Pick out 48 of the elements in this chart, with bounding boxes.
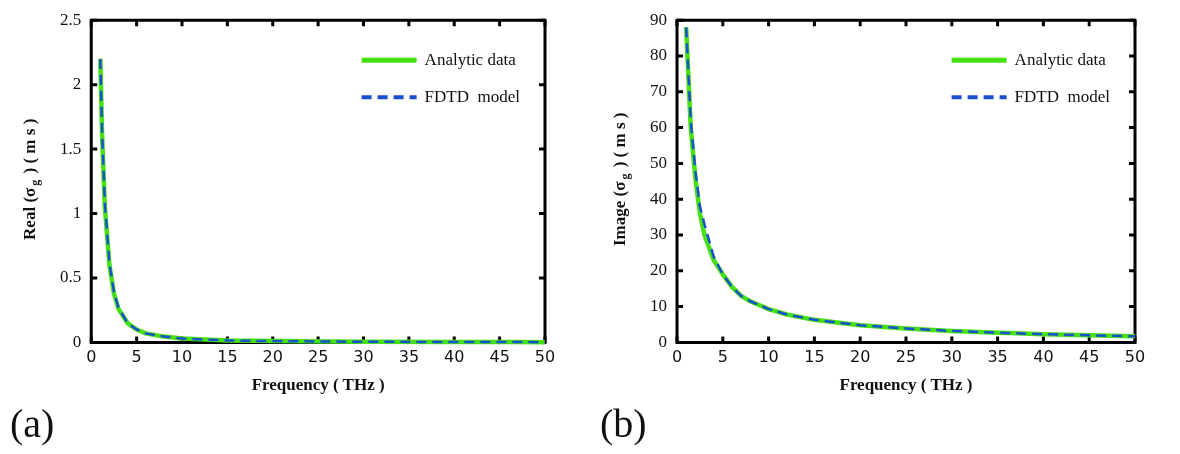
y-tick-label: 80 (650, 45, 667, 65)
x-tick-label: 40 (444, 347, 465, 367)
y-tick-label: 90 (650, 9, 667, 29)
legend-label: FDTD model (424, 86, 521, 106)
y-tick-label: 70 (650, 81, 667, 101)
x-tick-label: 45 (1079, 347, 1100, 367)
y-tick-label: 0 (72, 331, 82, 351)
x-tick-label: 15 (804, 347, 825, 367)
x-tick-label: 10 (758, 347, 779, 367)
x-axis-title: Frequency ( THz ) (839, 375, 973, 395)
y-tick-label: 2.5 (60, 9, 82, 29)
y-tick-label: 40 (650, 188, 667, 208)
y-tick-label: 0.5 (60, 267, 82, 287)
x-tick-label: 10 (171, 347, 193, 367)
text: (a) (10, 400, 55, 447)
y-tick-label: 2 (72, 74, 82, 94)
y-tick-label: 60 (650, 117, 667, 137)
y-tick-label: 0 (658, 331, 667, 351)
y-tick-label: 20 (650, 260, 667, 280)
legend-label: Analytic data (424, 49, 517, 69)
x-tick-label: 0 (671, 347, 683, 367)
y-tick-label: 50 (650, 152, 667, 172)
x-tick-label: 20 (850, 347, 871, 367)
x-tick-label: 50 (1124, 347, 1146, 367)
x-axis-title: Frequency ( THz ) (251, 375, 385, 395)
x-tick-label: 5 (717, 347, 728, 367)
y-tick-label: 30 (650, 224, 667, 244)
y-axis-title: Image (σg ) ( m s ) (610, 112, 632, 247)
x-tick-label: 20 (262, 347, 283, 367)
y-tick-label: 1.5 (60, 138, 82, 158)
x-tick-label: 30 (353, 347, 374, 367)
y-tick-label: 10 (650, 296, 667, 316)
x-tick-label: 30 (941, 347, 962, 367)
x-tick-label: 40 (1033, 347, 1054, 367)
x-tick-label: 35 (398, 347, 420, 367)
x-tick-label: 15 (217, 347, 238, 367)
y-axis-title: Real (σg ) ( m s ) (20, 118, 42, 240)
text: (b) (600, 400, 647, 447)
x-tick-label: 25 (307, 347, 329, 367)
x-tick-label: 50 (534, 347, 556, 367)
legend-label: Analytic data (1014, 49, 1107, 69)
x-tick-label: 0 (86, 347, 97, 367)
x-tick-label: 25 (895, 347, 917, 367)
x-tick-label: 45 (489, 347, 510, 367)
legend-label: FDTD model (1014, 86, 1111, 106)
y-tick-label: 1 (72, 202, 82, 222)
x-tick-label: 5 (131, 347, 142, 367)
x-tick-label: 35 (987, 347, 1008, 367)
